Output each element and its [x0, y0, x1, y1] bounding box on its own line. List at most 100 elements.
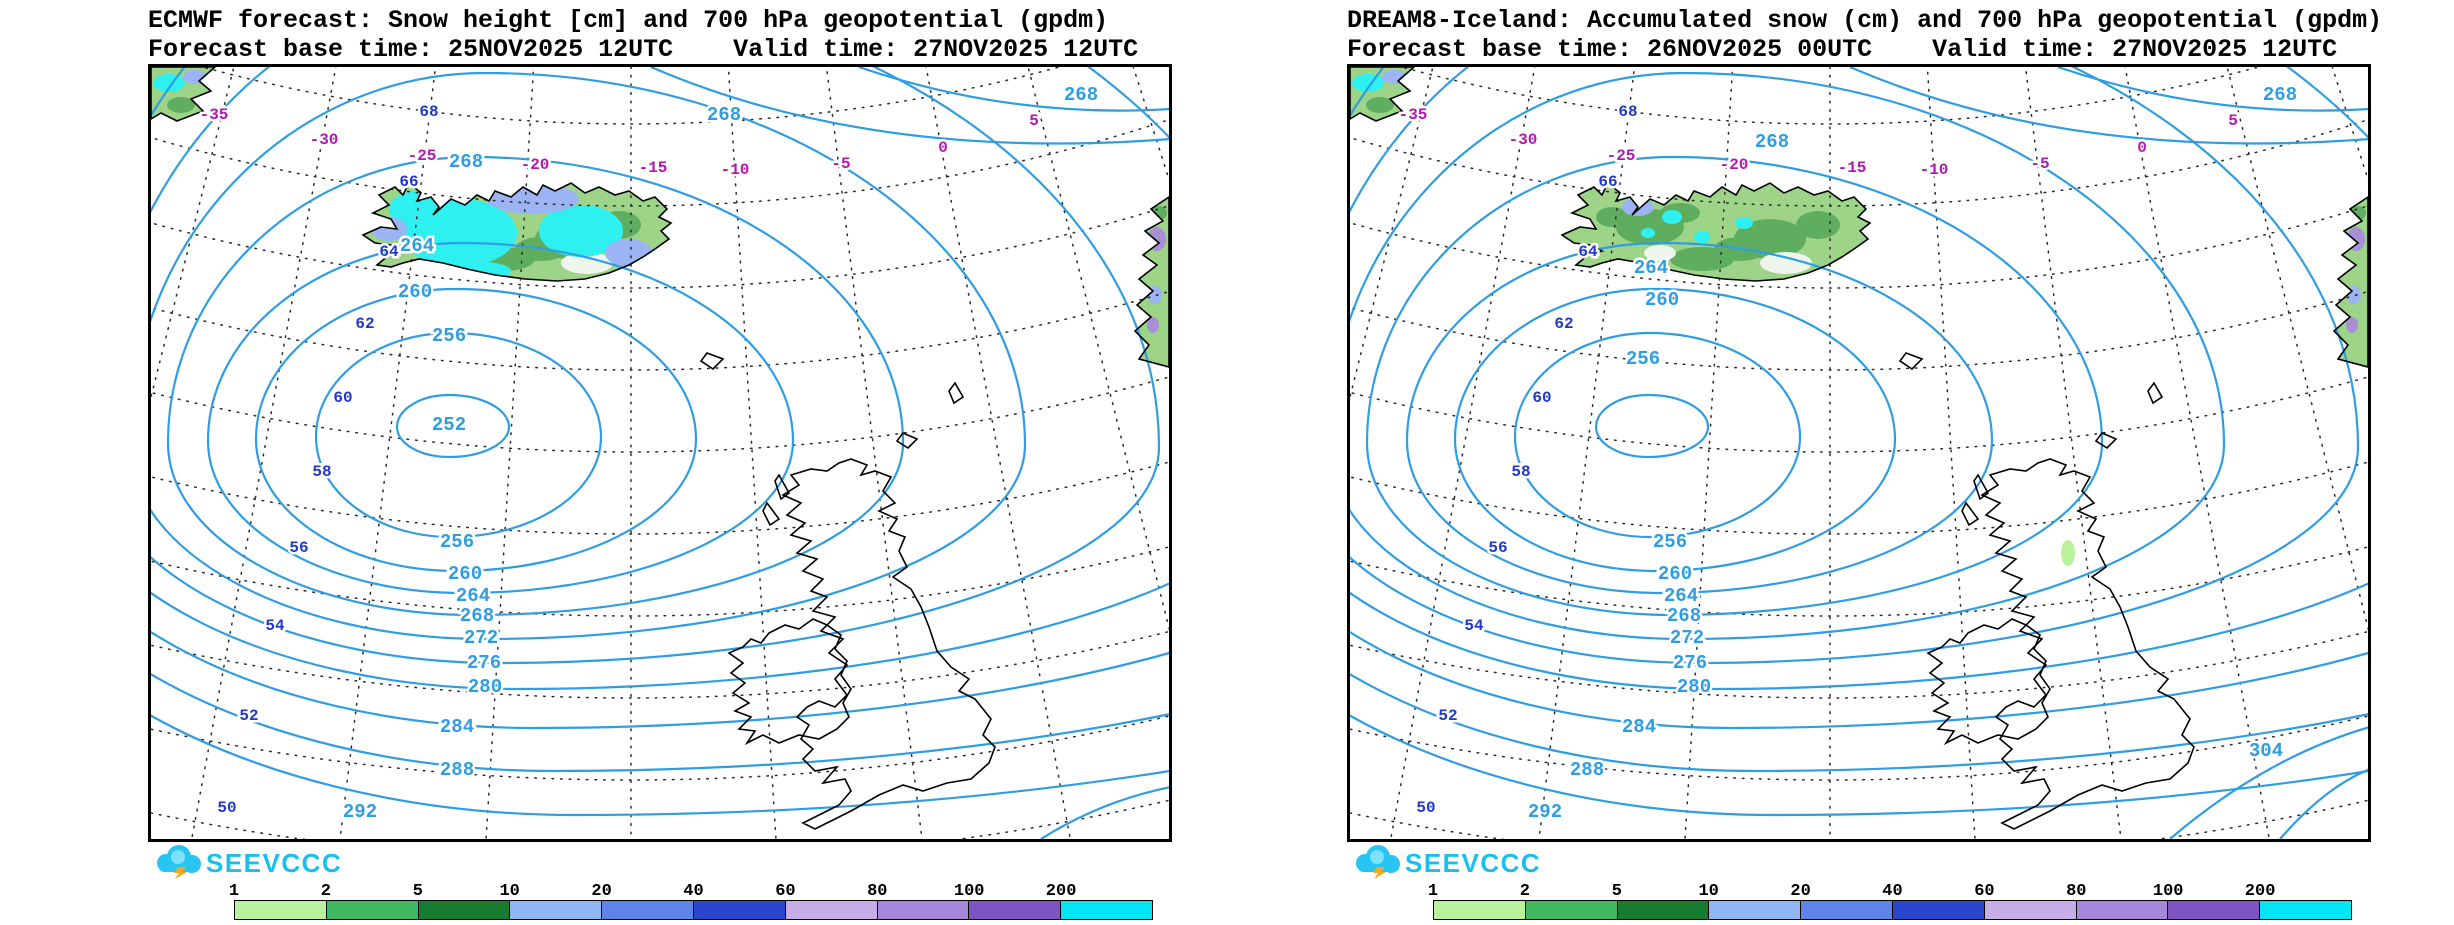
scale-tick: 1 [228, 882, 240, 901]
map-root: 2682682682642602562522562602642682722762… [151, 67, 1169, 839]
contour-label: 280 [1677, 676, 1711, 698]
coastlines [1350, 67, 2368, 830]
panel-header: DREAM8-Iceland: Accumulated snow (cm) an… [1347, 6, 2382, 64]
contour-label: 252 [432, 414, 466, 436]
contour-label: 268 [1064, 84, 1098, 106]
latitude-label: 60 [1532, 389, 1551, 407]
contour-label: 304 [2249, 740, 2283, 762]
contour-label: 268 [2263, 84, 2297, 106]
scale-segment [235, 901, 327, 919]
scale-tick-row: 1 2 5 10 20 40 60 80 100 200 [1428, 882, 2352, 901]
scale-tick: 40 [683, 882, 704, 901]
contour-label: 272 [464, 627, 498, 649]
scale-segment [326, 901, 419, 919]
longitude-label: -10 [721, 161, 750, 179]
scale-tick: 200 [1045, 882, 1077, 901]
panel-subtitle: Forecast base time: 25NOV2025 12UTC Vali… [148, 35, 1139, 64]
scale-tick: 5 [1611, 882, 1622, 901]
scale-tick: 100 [953, 882, 985, 901]
latitude-label: 54 [1464, 617, 1484, 635]
panel-subtitle: Forecast base time: 26NOV2025 00UTC Vali… [1347, 35, 2338, 64]
contour-label: 272 [1670, 627, 1704, 649]
latitude-label: 54 [265, 617, 285, 635]
latitude-label: 58 [1511, 463, 1530, 481]
geopotential-contours [151, 67, 1169, 839]
longitude-label: -20 [1720, 156, 1749, 174]
contour-label: 256 [440, 531, 474, 553]
contour-label: 264 [400, 235, 434, 257]
scale-tick: 1 [1427, 882, 1439, 901]
lightning-icon [1373, 867, 1386, 879]
snow-shading [151, 67, 1169, 367]
latitude-label: 62 [355, 315, 374, 333]
contour-label: 276 [1673, 652, 1707, 674]
graticule [1350, 67, 2368, 839]
snow-scale-dream8: 1 2 5 10 20 40 60 80 100 200 [1428, 882, 2352, 920]
scale-segment [2168, 901, 2261, 919]
scale-segment [785, 901, 878, 919]
scale-tick: 200 [2244, 882, 2276, 901]
latitude-label: 56 [1488, 539, 1507, 557]
contour-label: 276 [467, 652, 501, 674]
forecast-panel-dream8: DREAM8-Iceland: Accumulated snow (cm) an… [1227, 0, 2454, 925]
longitude-label: -5 [831, 155, 850, 173]
contour-label: 260 [448, 563, 482, 585]
scale-color-bar [1433, 900, 2352, 920]
latitude-label: 50 [1416, 799, 1435, 817]
contour-label: 288 [440, 759, 474, 781]
longitude-label: 5 [1029, 112, 1039, 130]
latitude-label: 52 [239, 707, 258, 725]
contour-label: 268 [707, 104, 741, 126]
scale-tick: 20 [591, 882, 612, 901]
latitude-label: 64 [379, 243, 399, 261]
longitude-label: -30 [1509, 131, 1538, 149]
weather-map-dream8: 2682682642602562562602642682722762802842… [1350, 67, 2368, 839]
scale-segment [877, 901, 970, 919]
contour-label: 260 [1658, 563, 1692, 585]
snow-scale-ecmwf: 1 2 5 10 20 40 60 80 100 200 [229, 882, 1153, 920]
contour-label: 264 [1634, 257, 1668, 279]
scale-segment [1892, 901, 1985, 919]
longitude-label: -25 [408, 147, 437, 165]
latitude-label: 68 [1618, 103, 1637, 121]
logo-text: SEEVCCC [206, 848, 342, 878]
scale-segment [1434, 901, 1526, 919]
contour-label: 284 [1622, 716, 1656, 738]
map-ecmwf: 268 268 268 264 260 256 252 256 260 264 268 272 276 2… [148, 64, 1172, 842]
seevccc-logo: SEEVCCC [148, 845, 378, 879]
scale-segment [1984, 901, 2077, 919]
geopotential-contours [1350, 67, 2368, 839]
contour-label: 264 [1664, 585, 1698, 607]
panel-header: ECMWF forecast: Snow height [cm] and 700… [148, 6, 1138, 64]
map-dream8: 268 268 264 260 256 256 260 264 268 272 276 280 284 2… [1347, 64, 2371, 842]
scale-segment [693, 901, 786, 919]
lightning-icon [174, 867, 187, 879]
longitude-label: -35 [1399, 106, 1428, 124]
contour-label: 268 [1667, 605, 1701, 627]
cloud-icon [1356, 845, 1400, 879]
latitude-label: 60 [333, 389, 352, 407]
longitude-label: -5 [2030, 155, 2049, 173]
weather-map-ecmwf: 2682682682642602562522562602642682722762… [151, 67, 1169, 839]
latitude-label: 62 [1554, 315, 1573, 333]
longitude-label: -30 [310, 131, 339, 149]
scale-tick: 20 [1790, 882, 1811, 901]
scale-segment [2076, 901, 2169, 919]
contour-label: 292 [343, 801, 377, 823]
latitude-label: 66 [1598, 173, 1617, 191]
scale-tick: 60 [1974, 882, 1995, 901]
graticule [151, 67, 1169, 839]
logo-text: SEEVCCC [1405, 848, 1541, 878]
scale-tick: 80 [867, 882, 888, 901]
contour-label: 280 [468, 676, 502, 698]
forecast-panel-ecmwf: ECMWF forecast: Snow height [cm] and 700… [148, 6, 1172, 920]
latitude-label: 52 [1438, 707, 1457, 725]
panel-title: DREAM8-Iceland: Accumulated snow (cm) an… [1347, 6, 2383, 35]
contour-label: 284 [440, 716, 474, 738]
scale-tick: 2 [320, 882, 331, 901]
scale-tick: 100 [2152, 882, 2184, 901]
contour-label: 256 [1626, 348, 1660, 370]
contour-label: 260 [398, 281, 432, 303]
seevccc-logo-graphic: SEEVCCC [1356, 845, 1541, 879]
scale-tick: 10 [499, 882, 520, 901]
